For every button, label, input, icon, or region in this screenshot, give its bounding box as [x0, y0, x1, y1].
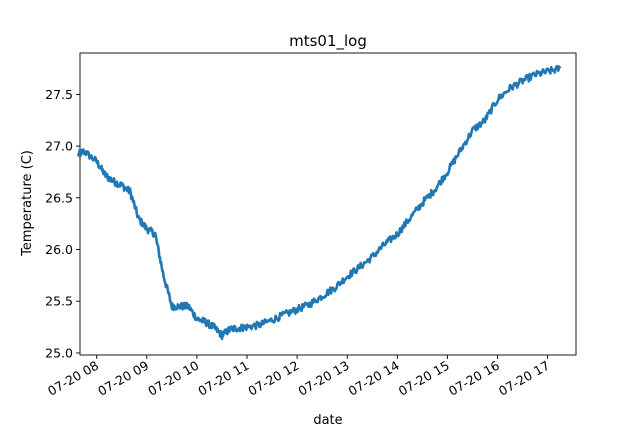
- x-tick-label: 07-20 10: [145, 358, 201, 399]
- y-tick-label: 25.5: [45, 294, 73, 309]
- plot-area: [79, 52, 577, 356]
- y-axis-title: Temperature (C): [20, 150, 35, 257]
- series-line: [77, 64, 562, 341]
- x-axis-title: date: [313, 413, 342, 428]
- x-tick-label: 07-20 14: [346, 358, 402, 399]
- y-tick-label: 25.0: [45, 345, 73, 360]
- plot-frame: [79, 52, 577, 356]
- y-tick-label: 27.5: [45, 87, 73, 102]
- series-layer: [77, 64, 562, 341]
- y-tick-label: 26.5: [45, 190, 73, 205]
- chart-title: mts01_log: [289, 32, 367, 51]
- x-tick-label: 07-20 08: [45, 358, 101, 399]
- x-tick-label: 07-20 11: [195, 358, 251, 399]
- y-tick-label: 27.0: [45, 139, 73, 154]
- y-tick-label: 26.0: [45, 242, 73, 257]
- x-tick-label: 07-20 15: [396, 358, 452, 399]
- x-tick-label: 07-20 12: [245, 358, 301, 399]
- x-tick-label: 07-20 16: [446, 358, 502, 399]
- y-axis-ticks: 25.0 25.5 26.0 26.5 27.0 27.5: [45, 87, 80, 360]
- x-tick-label: 07-20 13: [296, 358, 352, 399]
- x-tick-label: 07-20 09: [95, 358, 151, 399]
- x-tick-label: 07-20 17: [496, 358, 552, 399]
